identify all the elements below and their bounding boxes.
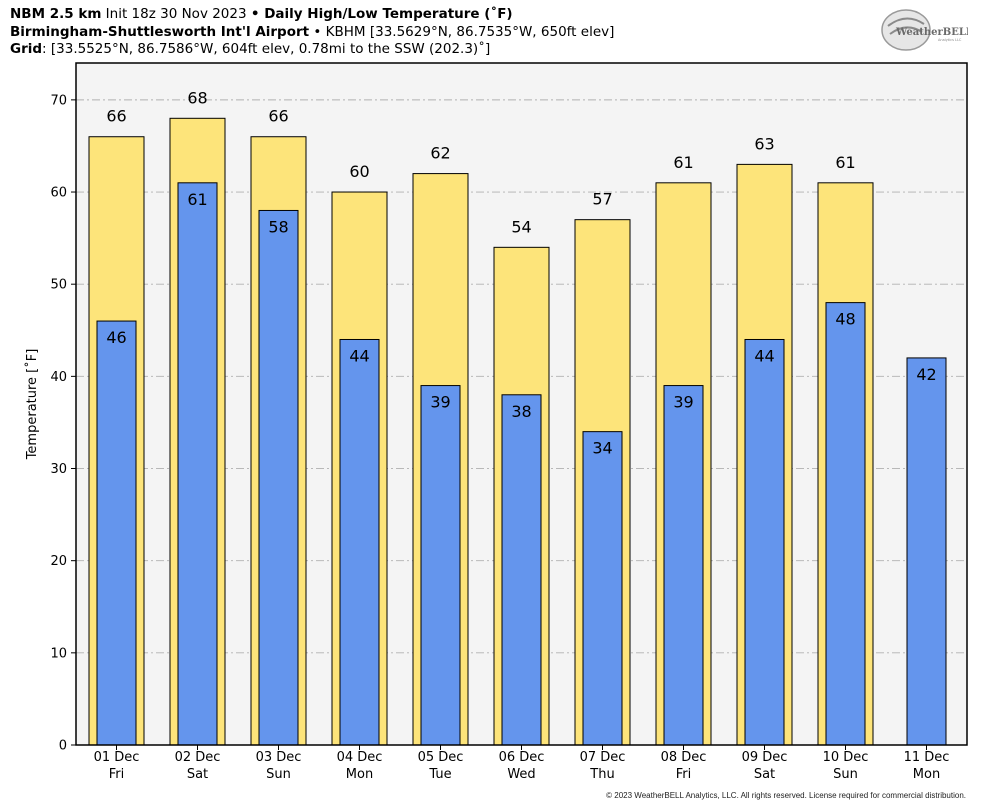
low-temp-bar: [825, 302, 866, 746]
grid-info: : [33.5525°N, 86.7586°W, 604ft elev, 0.7…: [42, 41, 491, 57]
low-temp-bar: [906, 357, 947, 746]
x-tick-label-day: Thu: [589, 767, 614, 782]
low-temp-bar: [339, 338, 380, 746]
model-name: NBM 2.5 km: [10, 6, 102, 22]
x-tick-label-date: 09 Dec: [742, 750, 788, 765]
x-tick-label-date: 05 Dec: [418, 750, 464, 765]
low-temp-bar: [582, 431, 623, 746]
high-temp-label: 62: [430, 144, 450, 163]
station-name: Birmingham-Shuttlesworth Int'l Airport: [10, 23, 310, 40]
grid-label: Grid: [10, 41, 43, 57]
low-temp-label: 39: [430, 393, 450, 412]
x-tick-label-date: 02 Dec: [175, 750, 221, 765]
low-temp-label: 39: [673, 393, 693, 412]
header-line-3: Grid: [33.5525°N, 86.7586°W, 604ft elev,…: [10, 41, 614, 59]
high-temp-label: 61: [673, 153, 693, 172]
high-temp-label: 66: [268, 107, 288, 126]
chart-title: Daily High/Low Temperature (˚F): [259, 6, 513, 22]
low-temp-bar: [258, 209, 299, 746]
y-tick-label: 40: [50, 370, 67, 385]
y-tick-label: 60: [50, 186, 67, 201]
header-line-2: Birmingham-Shuttlesworth Int'l Airport •…: [10, 24, 614, 42]
low-temp-bar: [744, 338, 785, 746]
high-temp-label: 66: [106, 107, 126, 126]
high-temp-label: 63: [754, 134, 774, 153]
separator: •: [309, 23, 326, 40]
low-temp-label: 38: [511, 402, 531, 421]
x-tick-label-day: Sun: [266, 767, 291, 782]
low-temp-bar: [420, 385, 461, 746]
plot-frame: [75, 62, 968, 746]
y-axis-label: Temperature [˚F]: [24, 349, 40, 461]
x-tick-label-day: Wed: [507, 767, 535, 782]
x-tick-label-day: Sun: [833, 767, 858, 782]
low-temp-label: 44: [754, 346, 774, 365]
low-temp-label: 34: [592, 439, 612, 458]
x-tick-label-date: 08 Dec: [661, 750, 707, 765]
high-temp-label: 57: [592, 190, 612, 209]
high-temp-label: 60: [349, 162, 369, 181]
x-tick-label-date: 01 Dec: [94, 750, 140, 765]
y-tick-label: 10: [50, 646, 67, 661]
station-info: KBHM [33.5629°N, 86.7535°W, 650ft elev]: [325, 23, 615, 40]
y-tick-label: 0: [59, 739, 67, 754]
weatherbell-logo: WeatherBELL Analytics LLC: [881, 9, 968, 51]
x-tick-label-day: Sat: [754, 767, 775, 782]
low-temp-bar: [177, 182, 218, 746]
x-tick-label-date: 04 Dec: [337, 750, 383, 765]
x-tick-label-date: 03 Dec: [256, 750, 302, 765]
y-tick-label: 30: [50, 462, 67, 477]
svg-text:WeatherBELL: WeatherBELL: [895, 27, 968, 38]
high-temp-label: 54: [511, 217, 531, 236]
y-tick-label: 20: [50, 554, 67, 569]
low-temp-label: 46: [106, 328, 126, 347]
x-tick-label-date: 11 Dec: [904, 750, 950, 765]
y-tick-label: 70: [50, 93, 67, 108]
y-tick-label: 50: [50, 278, 67, 293]
x-tick-label-date: 06 Dec: [499, 750, 545, 765]
low-temp-label: 61: [187, 190, 207, 209]
high-temp-label: 68: [187, 88, 207, 107]
header-line-1: NBM 2.5 km Init 18z 30 Nov 2023 • Daily …: [10, 6, 614, 24]
low-temp-bar: [96, 320, 137, 746]
separator: •: [250, 6, 260, 22]
x-tick-label-date: 07 Dec: [580, 750, 626, 765]
x-tick-label-day: Fri: [109, 767, 125, 782]
x-tick-label-day: Mon: [913, 767, 940, 782]
x-tick-label-day: Tue: [428, 767, 451, 782]
low-temp-label: 58: [268, 217, 288, 236]
svg-text:Analytics LLC: Analytics LLC: [938, 38, 962, 42]
low-temp-bar: [663, 385, 704, 746]
x-tick-label-day: Sat: [187, 767, 208, 782]
low-temp-label: 48: [835, 310, 855, 329]
high-temp-label: 61: [835, 153, 855, 172]
low-temp-label: 42: [916, 365, 936, 384]
chart-header: NBM 2.5 km Init 18z 30 Nov 2023 • Daily …: [10, 6, 614, 59]
init-time: Init 18z 30 Nov 2023: [101, 6, 251, 22]
x-tick-label-date: 10 Dec: [823, 750, 869, 765]
x-tick-label-day: Mon: [346, 767, 373, 782]
low-temp-label: 44: [349, 346, 369, 365]
x-tick-label-day: Fri: [676, 767, 692, 782]
copyright-notice: © 2023 WeatherBELL Analytics, LLC. All r…: [606, 791, 966, 800]
low-temp-bar: [501, 394, 542, 746]
